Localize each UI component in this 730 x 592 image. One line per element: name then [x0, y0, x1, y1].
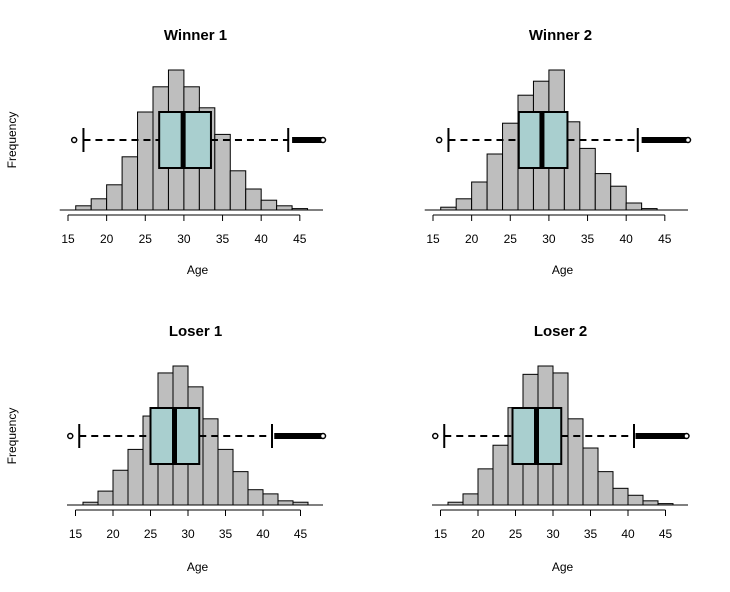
histogram-bar	[440, 206, 457, 211]
histogram-bar	[106, 184, 123, 211]
boxplot-outlier	[319, 136, 327, 144]
x-axis-label: Age	[552, 263, 574, 277]
chart-panel: 15 20 25 30 35 40 45 Loser 2 Age	[432, 323, 690, 574]
boxplot-outliers-cluster	[635, 433, 687, 439]
histogram-bar	[260, 199, 278, 211]
histogram-bar	[202, 418, 219, 506]
histogram-bar	[97, 490, 114, 506]
x-tick-label: 35	[584, 527, 598, 541]
boxplot-outlier	[432, 432, 439, 440]
chart-title: Loser 1	[169, 323, 222, 340]
histogram-bar	[262, 493, 279, 506]
boxplot-outlier	[683, 432, 690, 440]
x-tick-label: 20	[106, 527, 120, 541]
histogram-bar	[245, 188, 262, 211]
histogram-bar	[90, 198, 108, 211]
x-tick-label: 45	[294, 527, 308, 541]
x-axis-label: Age	[187, 560, 209, 574]
boxplot-outlier	[435, 136, 443, 144]
histogram-bar	[247, 489, 264, 506]
boxplot-outliers-cluster	[292, 137, 323, 143]
x-tick-label: 30	[177, 232, 191, 246]
histogram-bar	[594, 173, 612, 211]
histogram-bar	[447, 501, 464, 506]
histogram-bar	[277, 500, 294, 506]
histogram-bar	[657, 503, 674, 506]
x-tick-label: 45	[293, 232, 307, 246]
x-tick-label: 30	[181, 527, 195, 541]
histogram-bar	[486, 153, 504, 211]
histogram-bar	[462, 493, 479, 506]
histogram-bar	[625, 202, 643, 211]
x-axis-label: Age	[187, 263, 209, 277]
x-tick-label: 15	[434, 527, 448, 541]
chart-title: Winner 2	[529, 27, 592, 44]
histogram-bar	[610, 185, 627, 211]
histogram-bar	[641, 208, 658, 211]
x-tick-label: 25	[139, 232, 153, 246]
x-tick-label: 15	[69, 527, 83, 541]
x-tick-label: 15	[61, 232, 75, 246]
x-tick-label: 25	[504, 232, 518, 246]
x-axis-label: Age	[552, 560, 574, 574]
x-tick-label: 20	[471, 527, 485, 541]
histogram-bar	[75, 205, 92, 211]
histogram-bar	[127, 448, 144, 506]
x-tick-label: 40	[621, 527, 635, 541]
histogram-bar	[597, 471, 614, 506]
y-axis-label: Frequency	[5, 408, 19, 465]
histogram-bar	[471, 181, 488, 211]
x-tick-label: 45	[658, 232, 672, 246]
y-axis-label: Frequency	[5, 112, 19, 169]
chart-panel: 15 20 25 30 35 40 45 Winner 2 Age	[424, 27, 692, 277]
x-tick-label: 15	[426, 232, 440, 246]
histogram-bar	[232, 471, 249, 506]
histogram-bar	[292, 501, 309, 506]
histogram-bar	[567, 418, 584, 506]
x-tick-label: 40	[620, 232, 634, 246]
histogram-bar	[214, 133, 231, 211]
chart-panel: 15 20 25 30 35 40 45 Loser 1 Age Frequency	[5, 323, 327, 574]
x-tick-label: 40	[256, 527, 270, 541]
x-tick-label: 25	[144, 527, 158, 541]
boxplot-outliers-cluster	[274, 433, 323, 439]
x-tick-label: 25	[509, 527, 523, 541]
boxplot-outlier	[319, 432, 327, 440]
histogram-bar	[82, 501, 99, 506]
histogram-bar	[582, 447, 599, 506]
histogram-bar	[477, 468, 494, 506]
histogram-bar	[276, 205, 293, 211]
histogram-bar	[229, 170, 247, 211]
x-tick-label: 45	[659, 527, 673, 541]
histogram-bar	[579, 147, 596, 211]
histogram-bar	[121, 156, 139, 211]
boxplot-outlier	[684, 136, 692, 144]
chart-panel: 15 20 25 30 35 40 45 Winner 1 Age Frequency	[5, 27, 327, 277]
boxplot-outliers-cluster	[641, 137, 688, 143]
histogram-bar	[455, 198, 473, 211]
histogram-bar	[137, 111, 154, 211]
x-tick-label: 30	[542, 232, 556, 246]
x-tick-label: 30	[546, 527, 560, 541]
histogram-bar	[217, 448, 234, 506]
boxplot-outlier	[67, 432, 74, 440]
histogram-bar	[502, 122, 519, 211]
x-tick-label: 35	[216, 232, 230, 246]
x-tick-label: 20	[100, 232, 114, 246]
chart-title: Loser 2	[534, 323, 587, 340]
x-tick-label: 35	[219, 527, 233, 541]
x-tick-label: 35	[581, 232, 595, 246]
boxplot-outlier	[70, 136, 78, 144]
histogram-bar	[492, 444, 509, 506]
histogram-bar	[291, 208, 309, 211]
histogram-bar	[612, 487, 629, 506]
x-tick-label: 20	[465, 232, 479, 246]
chart-title: Winner 1	[164, 27, 227, 44]
histogram-bar	[627, 494, 644, 506]
histogram-bar	[112, 469, 129, 506]
histogram-bar	[642, 500, 659, 506]
x-tick-label: 40	[255, 232, 269, 246]
